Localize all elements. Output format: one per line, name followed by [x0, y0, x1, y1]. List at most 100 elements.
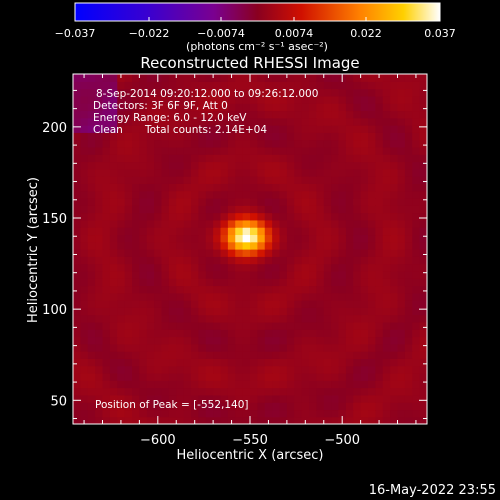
heatmap-cell — [132, 88, 140, 97]
heatmap-cell — [161, 351, 170, 359]
heatmap-cell — [132, 402, 140, 411]
heatmap-cell — [316, 300, 325, 308]
heatmap-cell — [235, 270, 244, 279]
heatmap-cell — [191, 314, 199, 323]
heatmap-cell — [360, 139, 369, 148]
heatmap-cell — [390, 103, 399, 112]
heatmap-cell — [235, 117, 244, 126]
heatmap-cell — [345, 285, 354, 294]
heatmap-cell — [382, 314, 391, 323]
heatmap-cell — [331, 205, 340, 214]
heatmap-cell — [139, 139, 148, 148]
heatmap-cell — [109, 234, 118, 243]
heatmap-cell — [242, 256, 251, 265]
heatmap-cell — [213, 95, 222, 104]
heatmap-cell — [390, 307, 399, 316]
heatmap-cell — [117, 278, 126, 287]
heatmap-cell — [316, 88, 325, 97]
heatmap-cell — [316, 380, 325, 389]
heatmap-cell — [220, 88, 229, 97]
heatmap-cell — [294, 380, 303, 389]
heatmap-cell — [191, 343, 199, 352]
heatmap-cell — [368, 249, 376, 257]
heatmap-cell — [412, 139, 421, 148]
heatmap-cell — [220, 205, 229, 214]
heatmap-cell — [176, 285, 185, 294]
heatmap-cell — [419, 387, 427, 396]
heatmap-cell — [368, 351, 376, 359]
heatmap-cell — [301, 154, 310, 163]
heatmap-cell — [286, 234, 295, 243]
heatmap-cell — [250, 103, 258, 112]
heatmap-cell — [176, 329, 185, 338]
heatmap-cell — [375, 197, 384, 206]
heatmap-cell — [323, 117, 332, 126]
heatmap-cell — [353, 212, 362, 221]
heatmap-cell — [360, 314, 369, 323]
heatmap-cell — [161, 88, 170, 97]
heatmap-cell — [176, 205, 185, 214]
heatmap-cell — [309, 197, 317, 206]
heatmap-cell — [419, 161, 427, 170]
heatmap-cell — [146, 190, 155, 199]
heatmap-cell — [146, 351, 155, 359]
heatmap-cell — [412, 380, 421, 389]
heatmap-cell — [132, 343, 140, 352]
heatmap-cell — [102, 300, 111, 308]
heatmap-cell — [132, 219, 140, 228]
heatmap-cell — [412, 190, 421, 199]
heatmap-cell — [80, 343, 89, 352]
heatmap-cell — [301, 409, 310, 418]
heatmap-cell — [191, 387, 199, 396]
heatmap-cell — [117, 176, 126, 184]
heatmap-cell — [198, 161, 207, 170]
heatmap-cell — [139, 387, 148, 396]
heatmap-cell — [191, 358, 199, 367]
heatmap-cell — [95, 351, 104, 359]
heatmap-cell — [412, 81, 421, 90]
heatmap-cell — [95, 358, 104, 367]
heatmap-cell — [397, 314, 406, 323]
heatmap-cell — [316, 81, 325, 90]
heatmap-cell — [161, 103, 170, 112]
heatmap-cell — [95, 95, 104, 104]
heatmap-cell — [139, 249, 148, 257]
heatmap-cell — [345, 227, 354, 236]
heatmap-cell — [80, 95, 89, 104]
heatmap-cell — [309, 212, 317, 221]
heatmap-cell — [205, 234, 214, 243]
heatmap-cell — [235, 125, 244, 133]
heatmap-cell — [286, 88, 295, 97]
heatmap-cell — [176, 176, 185, 184]
heatmap-cell — [117, 300, 126, 308]
heatmap-cell — [323, 212, 332, 221]
heatmap-cell — [309, 372, 317, 381]
heatmap-cell — [154, 154, 163, 163]
heatmap-cell — [331, 307, 340, 316]
heatmap-cell — [87, 372, 96, 381]
heatmap-cell — [95, 292, 104, 301]
heatmap-cell — [382, 139, 391, 148]
heatmap-cell — [301, 321, 310, 330]
heatmap-cell — [345, 394, 354, 403]
heatmap-cell — [323, 278, 332, 287]
heatmap-cell — [205, 380, 214, 389]
heatmap-cell — [412, 234, 421, 243]
heatmap-cell — [117, 103, 126, 112]
heatmap-cell — [176, 409, 185, 418]
heatmap-cell — [242, 300, 251, 308]
heatmap-cell — [294, 125, 303, 133]
heatmap-cell — [183, 351, 192, 359]
heatmap-cell — [368, 183, 376, 192]
heatmap-cell — [109, 168, 118, 177]
heatmap-cell — [345, 110, 354, 119]
heatmap-cell — [360, 103, 369, 112]
heatmap-cell — [360, 321, 369, 330]
heatmap-cell — [80, 139, 89, 148]
heatmap-cell — [220, 343, 229, 352]
heatmap-cell — [419, 168, 427, 177]
heatmap-cell — [205, 336, 214, 345]
heatmap-cell — [368, 416, 376, 424]
heatmap-cell — [294, 409, 303, 418]
heatmap-cell — [235, 205, 244, 214]
